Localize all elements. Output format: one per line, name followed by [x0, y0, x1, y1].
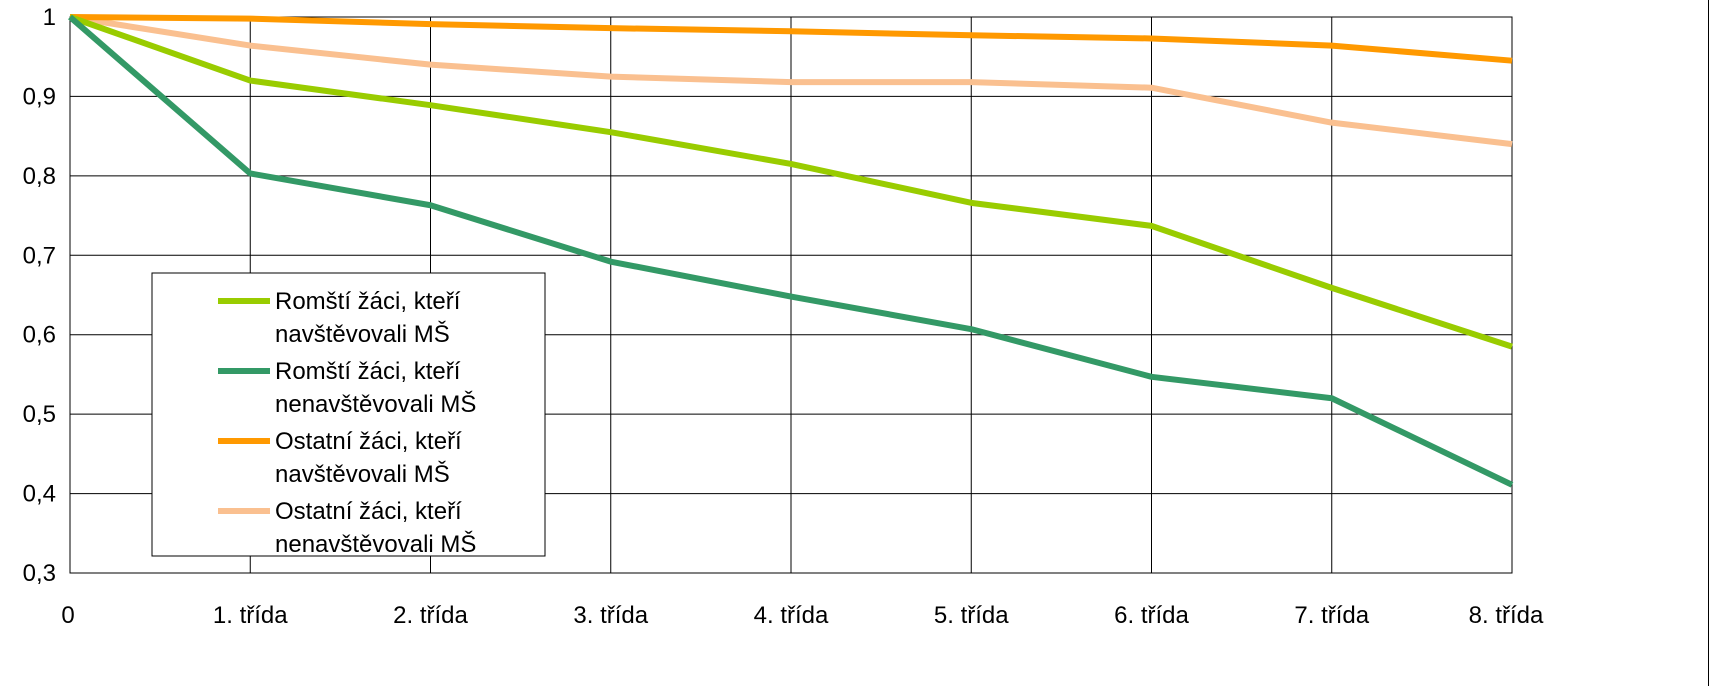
x-tick-label: 2. třída	[393, 602, 468, 629]
x-tick-label: 1. třída	[213, 602, 288, 629]
x-tick-label: 0	[61, 602, 74, 629]
y-tick-label: 0,6	[23, 322, 56, 349]
legend-label: navštěvovali MŠ	[275, 320, 450, 348]
x-tick-label: 8. třída	[1469, 602, 1544, 629]
y-tick-label: 1	[43, 4, 56, 31]
y-tick-label: 0,3	[23, 560, 56, 587]
y-tick-label: 0,4	[23, 481, 56, 508]
y-tick-label: 0,5	[23, 401, 56, 428]
series-line	[69, 14, 1513, 148]
y-tick-label: 0,9	[23, 83, 56, 110]
legend-label: Ostatní žáci, kteří	[275, 498, 462, 525]
x-tick-label: 4. třída	[754, 602, 829, 629]
series-line	[69, 14, 1513, 350]
x-tick-label: 7. třída	[1294, 602, 1369, 629]
legend-label: navštěvovali MŠ	[275, 460, 450, 488]
x-tick-label: 5. třída	[934, 602, 1009, 629]
series-line	[69, 14, 1513, 64]
legend-box	[151, 272, 546, 557]
legend-label: nenavštěvovali MŠ	[275, 390, 476, 418]
page-edge-rule	[1708, 0, 1709, 686]
legend-label: Ostatní žáci, kteří	[275, 428, 462, 455]
y-tick-label: 0,7	[23, 242, 56, 269]
x-tick-label: 3. třída	[573, 602, 648, 629]
y-tick-label: 0,8	[23, 163, 56, 190]
x-tick-label: 6. třída	[1114, 602, 1189, 629]
plot-area-border	[69, 16, 1513, 574]
legend-label: nenavštěvovali MŠ	[275, 530, 476, 558]
legend-label: Romští žáci, kteří	[275, 358, 461, 385]
legend-label: Romští žáci, kteří	[275, 288, 461, 315]
series-line	[68, 14, 1514, 488]
